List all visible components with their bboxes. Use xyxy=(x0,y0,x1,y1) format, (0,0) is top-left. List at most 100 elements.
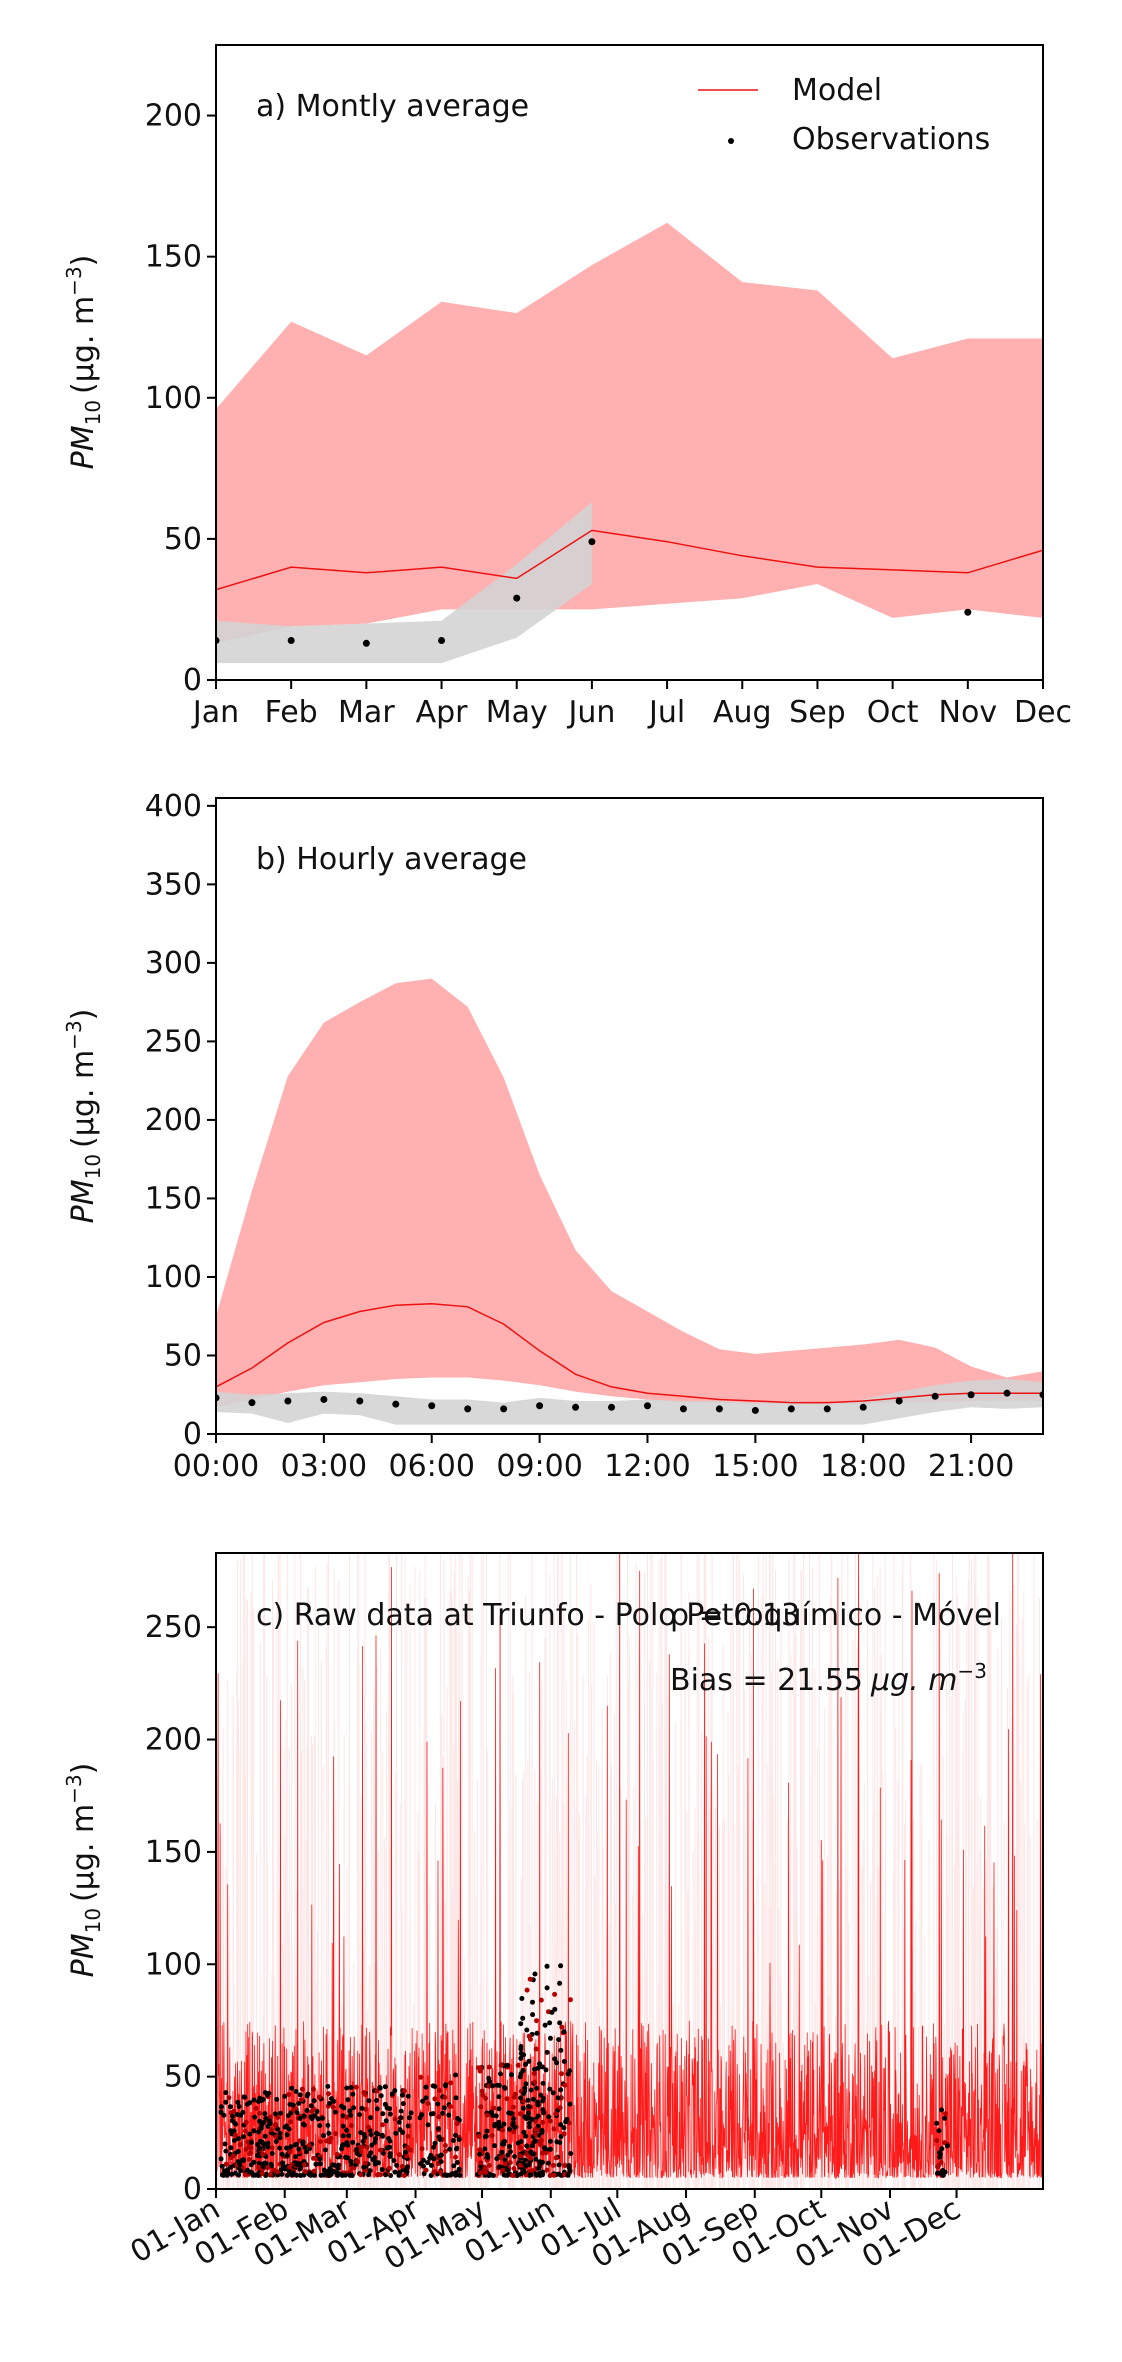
obs-raw-point xyxy=(538,2092,544,2098)
obs-raw-point xyxy=(408,2110,414,2116)
obs-raw-point xyxy=(247,2151,253,2157)
chart-hourly-average: 0 50 100 150 200 250 300 350 400 00:00 03:00 06:00… xyxy=(62,789,1044,1484)
obs-raw-point xyxy=(272,2111,278,2117)
obs-raw-point xyxy=(535,2065,541,2071)
obs-raw-point xyxy=(405,2133,411,2139)
obs-raw-point xyxy=(546,2114,552,2120)
obs-raw-point xyxy=(347,2108,353,2114)
obs-raw-point xyxy=(504,2172,510,2178)
legend-obs-swatch xyxy=(728,138,734,144)
obs-raw-point xyxy=(535,2172,540,2177)
obs-raw-point xyxy=(269,2127,275,2133)
chart-b-ytick-label: 150 xyxy=(145,1181,202,1216)
chart-b-x-axis: 00:00 03:00 06:00 09:00 12:00 15:00 18:00 21:00 xyxy=(173,1434,1014,1484)
obs-raw-point xyxy=(261,2120,266,2126)
obs-raw-point xyxy=(432,2096,438,2102)
obs-raw-point xyxy=(238,2112,243,2118)
model-range-band xyxy=(216,222,1043,644)
obs-raw-point xyxy=(398,2108,404,2114)
obs-raw-point xyxy=(267,2114,273,2120)
obs-raw-point xyxy=(340,2133,346,2139)
obs-raw-point xyxy=(231,2138,237,2143)
obs-raw-point xyxy=(297,2092,303,2098)
obs-raw-point xyxy=(357,2112,362,2118)
obs-raw-point xyxy=(532,2131,538,2137)
obs-raw-point xyxy=(944,2143,950,2149)
obs-raw-point xyxy=(316,2094,322,2100)
obs-raw-point xyxy=(523,2133,529,2139)
obs-raw-point xyxy=(260,2161,266,2167)
obs-raw-point xyxy=(379,2132,385,2138)
obs-raw-point xyxy=(530,2143,536,2149)
obs-raw-point xyxy=(397,2152,402,2158)
obs-raw-point xyxy=(262,2133,268,2139)
obs-raw-point xyxy=(360,2144,365,2150)
ylabel-c-sub: 10 xyxy=(81,1908,105,1933)
chart-c-ytick-label: 200 xyxy=(145,1723,202,1758)
obs-raw-point xyxy=(251,2097,257,2103)
chart-c-ytick-label: 250 xyxy=(145,1610,202,1645)
obs-raw-point xyxy=(423,2084,429,2090)
obs-raw-point xyxy=(447,2104,453,2109)
obs-raw-point xyxy=(518,2044,524,2049)
obs-point xyxy=(513,594,521,602)
obs-raw-point xyxy=(277,2145,283,2151)
obs-raw-point xyxy=(526,2120,532,2126)
obs-raw-point xyxy=(533,2046,539,2052)
obs-raw-point xyxy=(241,2134,246,2140)
obs-raw-point xyxy=(518,2055,524,2061)
obs-raw-point xyxy=(507,2144,512,2149)
obs-raw-point xyxy=(532,2079,538,2085)
obs-raw-point xyxy=(562,2162,568,2168)
obs-raw-point xyxy=(387,2138,393,2144)
obs-raw-point xyxy=(229,2118,235,2124)
obs-raw-point xyxy=(374,2172,380,2178)
obs-raw-point xyxy=(529,2116,535,2122)
obs-raw-point xyxy=(454,2121,460,2126)
obs-raw-point xyxy=(265,2140,271,2146)
chart-a-ytick-label: 100 xyxy=(145,381,202,416)
obs-raw-point xyxy=(228,2145,234,2151)
obs-raw-point xyxy=(373,2136,378,2142)
obs-raw-point xyxy=(476,2065,481,2071)
obs-raw-point xyxy=(378,2093,384,2099)
obs-raw-point xyxy=(431,2169,437,2175)
obs-raw-point xyxy=(287,2164,293,2170)
obs-raw-point xyxy=(548,2146,553,2152)
obs-raw-point xyxy=(392,2116,398,2122)
obs-raw-point xyxy=(350,2091,356,2097)
obs-raw-point xyxy=(325,2169,330,2175)
obs-raw-point xyxy=(265,2165,271,2171)
obs-raw-point xyxy=(518,2139,524,2144)
ylabel-a-sup: −3 xyxy=(62,266,86,295)
obs-raw-point xyxy=(339,2172,345,2178)
obs-raw-point xyxy=(345,2097,351,2103)
obs-raw-point xyxy=(218,2109,224,2115)
obs-raw-points xyxy=(218,1963,950,2178)
obs-raw-point xyxy=(294,2162,300,2168)
obs-raw-point xyxy=(286,2092,292,2097)
ylabel-c-base: PM xyxy=(66,1933,101,1977)
chart-a-xtick-label: Mar xyxy=(338,695,395,730)
obs-raw-point xyxy=(346,2133,352,2139)
obs-raw-point xyxy=(528,2155,534,2161)
obs-raw-point xyxy=(362,2160,368,2166)
obs-raw-point xyxy=(392,2169,398,2175)
obs-raw-point xyxy=(544,1985,550,1991)
chart-a-xtick-label: May xyxy=(486,695,548,730)
obs-raw-point xyxy=(267,2171,273,2177)
obs-raw-point xyxy=(405,2093,411,2099)
obs-raw-point xyxy=(429,2163,434,2168)
obs-raw-point xyxy=(523,2081,529,2087)
obs-raw-point xyxy=(511,2129,517,2135)
obs-raw-point xyxy=(567,2101,573,2107)
obs-raw-point xyxy=(399,2092,405,2098)
obs-raw-point xyxy=(936,2128,942,2134)
obs-raw-point xyxy=(344,2127,350,2133)
obs-raw-point xyxy=(486,2162,492,2168)
obs-raw-point xyxy=(523,2061,529,2067)
obs-raw-point xyxy=(354,2159,360,2164)
obs-raw-point xyxy=(252,2114,258,2120)
obs-raw-point xyxy=(547,2138,553,2144)
obs-raw-point xyxy=(279,2171,285,2177)
